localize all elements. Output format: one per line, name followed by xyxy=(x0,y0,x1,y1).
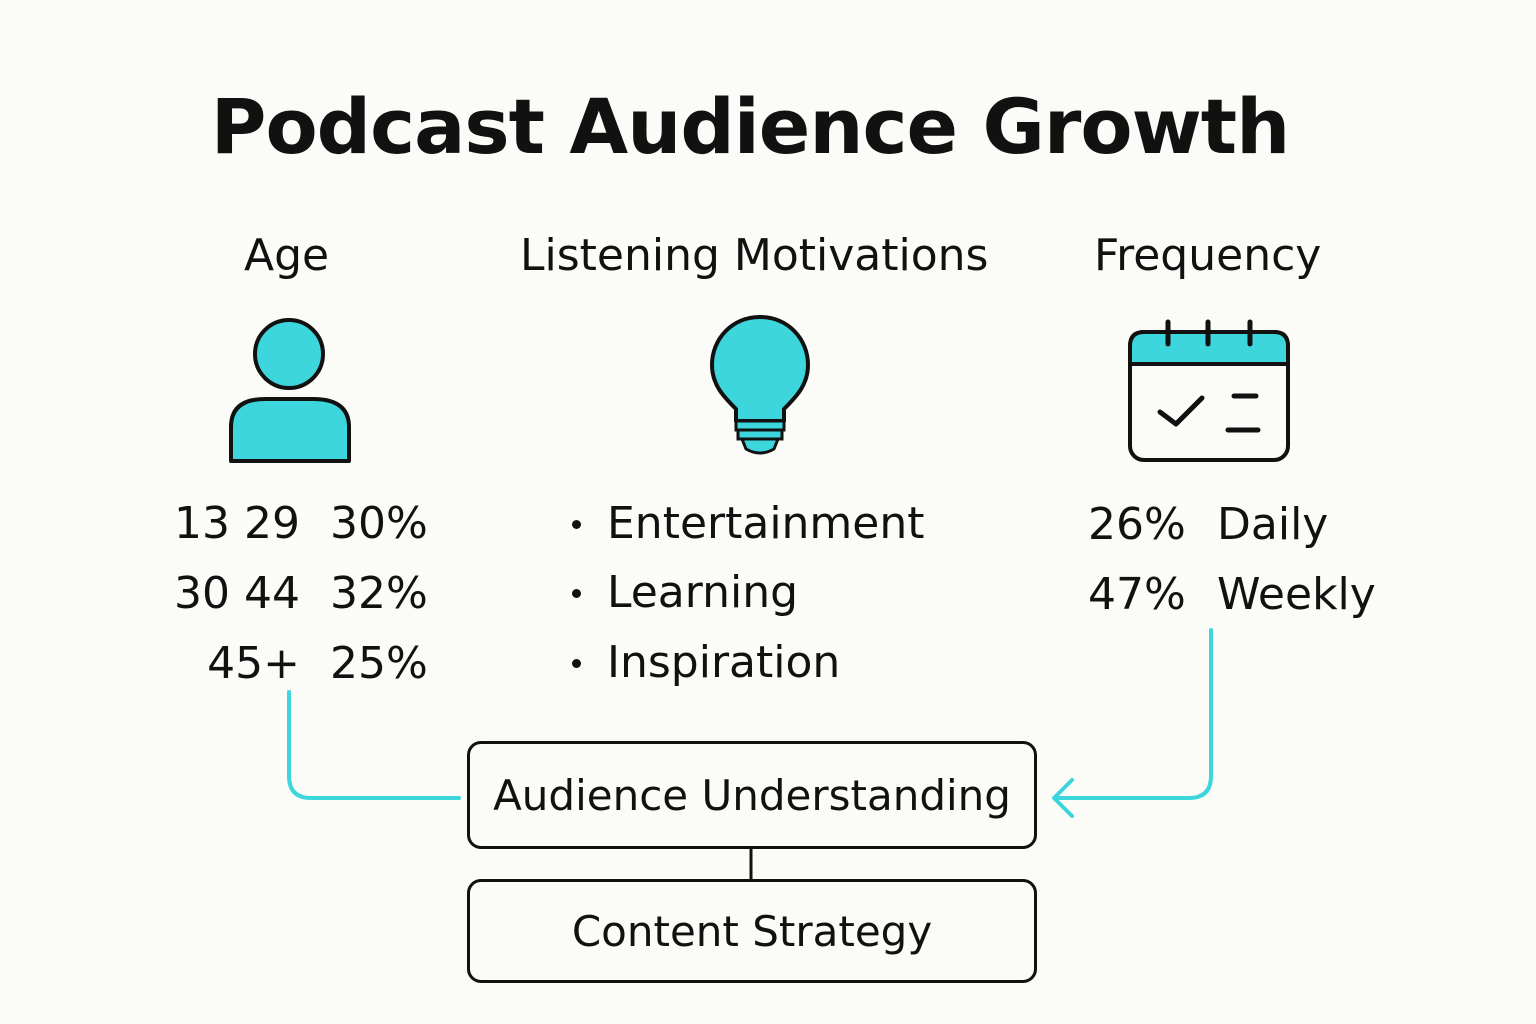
calendar-icon xyxy=(1128,319,1290,462)
lightbulb-icon xyxy=(710,315,810,455)
age-range: 13 29 xyxy=(174,498,300,549)
age-percent: 32% xyxy=(330,568,428,619)
age-percent: 25% xyxy=(330,638,428,689)
motivation-item: Entertainment xyxy=(572,494,925,554)
motivation-item: Learning xyxy=(572,563,798,623)
page-title: Podcast Audience Growth xyxy=(210,82,1290,171)
age-row: 30 44 32% xyxy=(0,564,1536,624)
person-icon xyxy=(229,318,351,463)
age-range: 30 44 xyxy=(174,568,300,619)
frequency-label: Daily xyxy=(1217,499,1329,550)
age-row: 45+ 25% xyxy=(0,634,1536,694)
motivation-item: Inspiration xyxy=(572,633,840,693)
frequency-label: Weekly xyxy=(1217,569,1376,620)
age-row: 13 29 30% xyxy=(0,494,1536,554)
bullet-icon xyxy=(572,658,581,668)
frequency-percent: 26% xyxy=(1088,499,1186,550)
bullet-icon xyxy=(572,588,581,598)
motivations-heading: Listening Motivations xyxy=(520,230,989,281)
age-percent: 30% xyxy=(330,498,428,549)
frequency-heading: Frequency xyxy=(1094,230,1322,281)
frequency-percent: 47% xyxy=(1088,569,1186,620)
age-connector xyxy=(287,690,461,800)
arrow-head-icon xyxy=(1052,778,1074,818)
content-strategy-box: Content Strategy xyxy=(467,879,1037,983)
age-range: 45+ xyxy=(207,638,300,689)
bullet-icon xyxy=(572,519,581,529)
audience-understanding-box: Audience Understanding xyxy=(467,741,1037,849)
frequency-connector xyxy=(1054,628,1213,800)
age-heading: Age xyxy=(244,230,330,281)
